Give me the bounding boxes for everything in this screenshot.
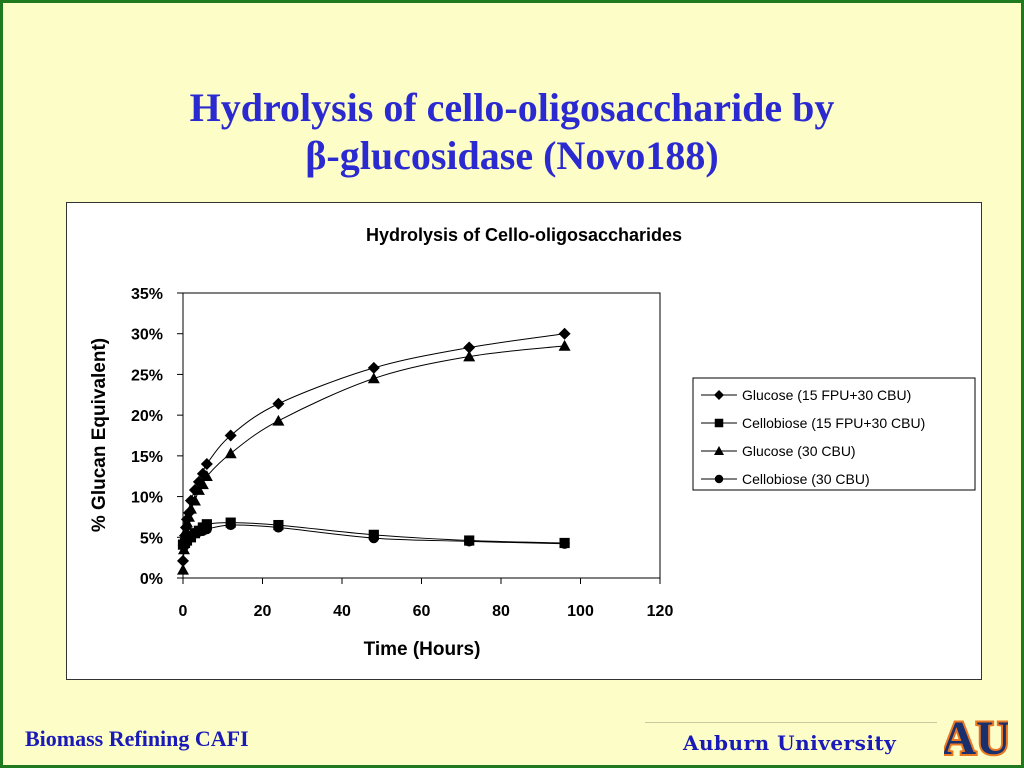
auburn-logo: AU AU — [944, 710, 1008, 764]
series-layer — [177, 327, 571, 575]
data-point-triangle — [272, 414, 285, 426]
legend-label: Cellobiose (15 FPU+30 CBU) — [742, 415, 925, 431]
x-tick-label: 0 — [179, 603, 188, 620]
chart-panel: Hydrolysis of Cello-oligosaccharides Tim… — [66, 202, 982, 680]
data-point-circle — [273, 522, 284, 533]
data-point-triangle — [180, 516, 193, 528]
data-point-triangle — [558, 339, 571, 351]
slide-title: Hydrolysis of cello-oligosaccharide by β… — [0, 84, 1024, 180]
auburn-logo-outline: AU — [944, 712, 1008, 764]
legend-marker-square — [714, 418, 724, 428]
chart-title: Hydrolysis of Cello-oligosaccharides — [366, 225, 682, 245]
legend-label: Cellobiose (30 CBU) — [742, 471, 870, 487]
data-point-triangle — [184, 502, 197, 514]
x-tick-label: 20 — [254, 603, 272, 620]
y-axis-label: % Glucan Equivalent) — [89, 338, 110, 532]
data-point-triangle — [200, 470, 213, 482]
data-point-triangle — [463, 350, 476, 362]
x-tick-label: 60 — [413, 603, 431, 620]
data-point-triangle — [188, 494, 201, 506]
y-tick-label: 15% — [131, 449, 163, 466]
data-point-triangle — [177, 563, 189, 575]
legend-marker-circle — [714, 474, 724, 484]
legend-marker-triangle — [714, 446, 724, 455]
data-point-triangle — [196, 478, 209, 490]
data-point-triangle — [192, 484, 205, 495]
data-point-circle — [201, 524, 212, 535]
chart-svg: Hydrolysis of Cello-oligosaccharides Tim… — [89, 225, 976, 660]
data-point-triangle — [182, 510, 195, 522]
data-point-diamond — [272, 397, 285, 410]
x-tick-label: 120 — [647, 603, 674, 620]
y-tick-label: 5% — [140, 530, 163, 547]
data-point-diamond — [224, 429, 237, 442]
slide-title-line-2: β-glucosidase (Novo188) — [305, 133, 719, 178]
plot-area — [182, 292, 661, 579]
data-point-diamond — [200, 458, 213, 470]
y-tick-label: 20% — [131, 408, 163, 425]
y-tick-label: 10% — [131, 490, 163, 507]
data-point-diamond — [463, 341, 476, 354]
legend-layer: Glucose (15 FPU+30 CBU) Cellobiose (15 FP… — [701, 387, 925, 487]
y-tick-label: 30% — [131, 327, 163, 344]
legend-label: Glucose (15 FPU+30 CBU) — [742, 387, 911, 403]
data-point-diamond — [367, 361, 380, 374]
x-axis-label: Time (Hours) — [364, 639, 481, 660]
y-tick-label: 25% — [131, 367, 163, 384]
x-tick-label: 80 — [492, 603, 510, 620]
x-tick-label: 40 — [333, 603, 351, 620]
footer-divider — [645, 722, 937, 723]
data-point-circle — [464, 536, 475, 547]
data-point-triangle — [224, 447, 237, 459]
data-point-circle — [559, 538, 570, 549]
data-point-circle — [225, 519, 236, 531]
legend-marker-diamond — [714, 390, 724, 400]
footer-org-name: Biomass Refining CAFI — [25, 726, 249, 751]
footer-university-name: Auburn University — [683, 731, 897, 755]
slide-title-line-1: Hydrolysis of cello-oligosaccharide by — [189, 85, 835, 130]
y-tick-label: 0% — [140, 571, 163, 588]
x-tick-label: 100 — [567, 603, 594, 620]
data-point-circle — [368, 533, 379, 544]
auburn-logo-fill: AU — [944, 712, 1008, 764]
legend-label: Glucose (30 CBU) — [742, 443, 856, 459]
data-point-triangle — [367, 372, 380, 384]
y-tick-label: 35% — [131, 286, 163, 303]
data-point-diamond — [558, 327, 571, 340]
legend-box — [692, 377, 976, 491]
axes-layer: 0% 5% 10% 15% 20% 25% 30% 35% 0 20 40 60 80 100 120 — [131, 286, 673, 620]
